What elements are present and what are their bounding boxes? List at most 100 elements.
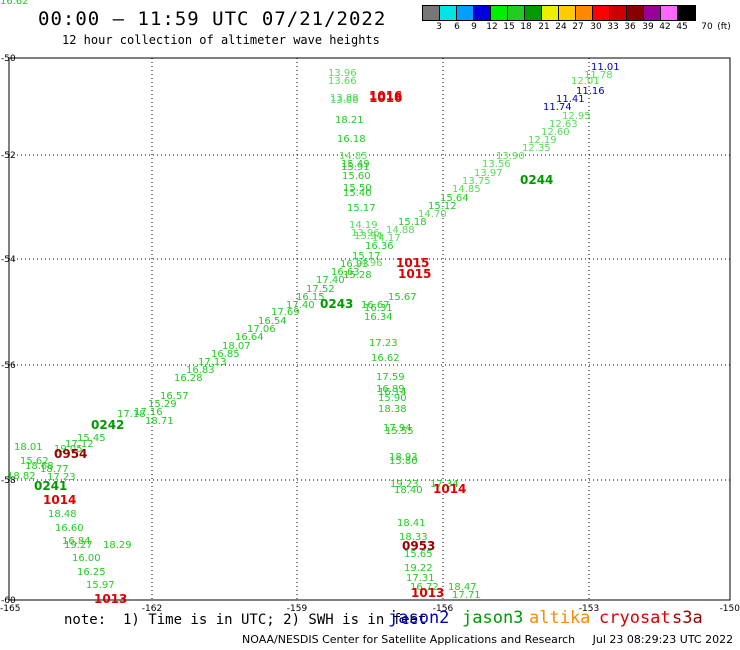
wave-height-colorbar [422,5,696,21]
wave-height-label: 15.50 [343,183,372,194]
wave-height-label: 15.17 [347,203,376,214]
pass-id-label: 1014 [43,493,76,507]
wave-height-label: 16.89 [376,384,405,395]
wave-height-label: 16.93 [340,259,369,270]
wave-height-label: 18.82 [7,471,36,482]
wave-height-label: 11.41 [556,94,585,105]
wave-height-label: 17.71 [452,590,481,601]
colorbar-label: 9 [471,22,477,32]
wave-height-label: 16.57 [160,391,189,402]
colorbar-swatch [457,6,474,20]
pass-id-label: 1013 [411,586,444,600]
latitude-label: -52 [1,151,16,161]
colorbar-swatch [542,6,559,20]
colorbar-label: 6 [454,22,460,32]
wave-height-label: 16.14 [378,387,407,398]
wave-height-label: 16.60 [55,523,84,534]
wave-height-label: 16.62 [371,353,400,364]
satellite-legend-altika: altika [529,608,591,628]
wave-height-label: 17.18 [117,409,146,420]
wave-height-label: 15.64 [440,193,469,204]
wave-height-label: 16.25 [77,567,106,578]
wave-height-label: 19.05 [54,444,83,455]
colorbar-label: 27 [572,22,584,32]
wave-height-label: 16.36 [365,241,394,252]
latitude-label: -56 [1,361,16,371]
wave-height-label: 18.77 [40,464,69,475]
wave-height-label: 18.01 [14,442,43,453]
colorbar-label: 12 [486,22,498,32]
colorbar-label: 42 [659,22,671,32]
wave-height-label: 15.65 [404,549,433,560]
wave-height-label: 15.29 [148,399,177,410]
colorbar-label: 15 [503,22,515,32]
wave-height-label: 11.01 [591,62,620,73]
wave-height-label: 13.94 [354,231,383,242]
longitude-label: -159 [287,604,308,614]
wave-height-label: 19.23 [390,479,419,490]
wave-height-label: 15.91 [341,162,370,173]
pass-id-label: 1015 [396,256,429,270]
wave-height-label: 17.06 [247,324,276,335]
graticule [9,58,730,600]
wave-height-label: 18.41 [397,518,426,529]
wave-height-label: 16.18 [337,134,366,145]
wave-height-label: 17.12 [65,439,94,450]
wave-height-label: 16.85 [211,349,240,360]
wave-height-label: 13.90 [496,151,525,162]
wave-height-label: 15.90 [378,393,407,404]
wave-height-label: 17.40 [286,300,315,311]
wave-height-label: 18.21 [335,115,364,126]
pass-id-label: 1016 [369,91,402,105]
satellite-legend-s3a: s3a [672,608,703,628]
wave-height-label: 17.16 [134,407,163,418]
pass-id-label: 0242 [91,418,124,432]
wave-height-label: 17.94 [383,423,412,434]
wave-height-label: 18.38 [378,404,407,415]
longitude-label: -162 [142,604,162,614]
wave-height-label: 18.68 [25,461,54,472]
wave-height-label: 14.70 [418,209,447,220]
longitude-label: -153 [579,604,599,614]
wave-height-label: 15.28 [343,270,372,281]
wave-height-label: 18.29 [103,540,132,551]
pass-id-label: 0241 [34,479,67,493]
wave-height-label: 17.40 [316,275,345,286]
pass-id-label: 0244 [520,173,553,187]
wave-height-label: 18.07 [222,341,251,352]
wave-height-label: 16.54 [258,316,287,327]
map-frame [8,57,731,601]
wave-height-label: 18.33 [399,532,428,543]
wave-height-label: 14.85 [339,151,368,162]
longitude-label: -156 [433,604,454,614]
colorbar-label: 70 [701,22,713,32]
pass-id-label: 1016 [369,89,402,103]
wave-height-label: 19.27 [64,540,93,551]
wave-height-label: 15.12 [428,201,457,212]
wave-height-label: 17.52 [306,284,335,295]
wave-height-label: 13.96 [328,68,357,79]
wave-height-label: 15.45 [77,433,106,444]
satellite-legend-cryosat: cryosat [599,608,671,628]
wave-height-label: 18.71 [145,416,174,427]
wave-height-label: 15.97 [86,580,115,591]
colorbar-swatch [610,6,627,20]
wave-height-label: 16.34 [364,312,393,323]
wave-height-label: 15.67 [388,292,417,303]
wave-height-label: 11.16 [576,86,605,97]
wave-height-label: 16.67 [361,300,390,311]
wave-height-label: 16.63 [331,267,360,278]
latitude-label: -54 [1,255,16,265]
wave-height-label: 13.96 [351,228,380,239]
wave-height-label: 18.48 [48,509,77,520]
footer-credit: NOAA/NESDIS Center for Satellite Applica… [242,633,734,646]
colorbar-label: 36 [624,22,636,32]
colorbar-label: (ft) [717,22,731,32]
wave-height-label: 13.88 [330,95,359,106]
satellite-legend-jason2: jason2 [388,608,450,628]
longitude-label: -150 [720,604,740,614]
colorbar-swatch [661,6,678,20]
wave-height-label: 18.93 [389,452,418,463]
wave-height-label: 12.19 [528,135,557,146]
